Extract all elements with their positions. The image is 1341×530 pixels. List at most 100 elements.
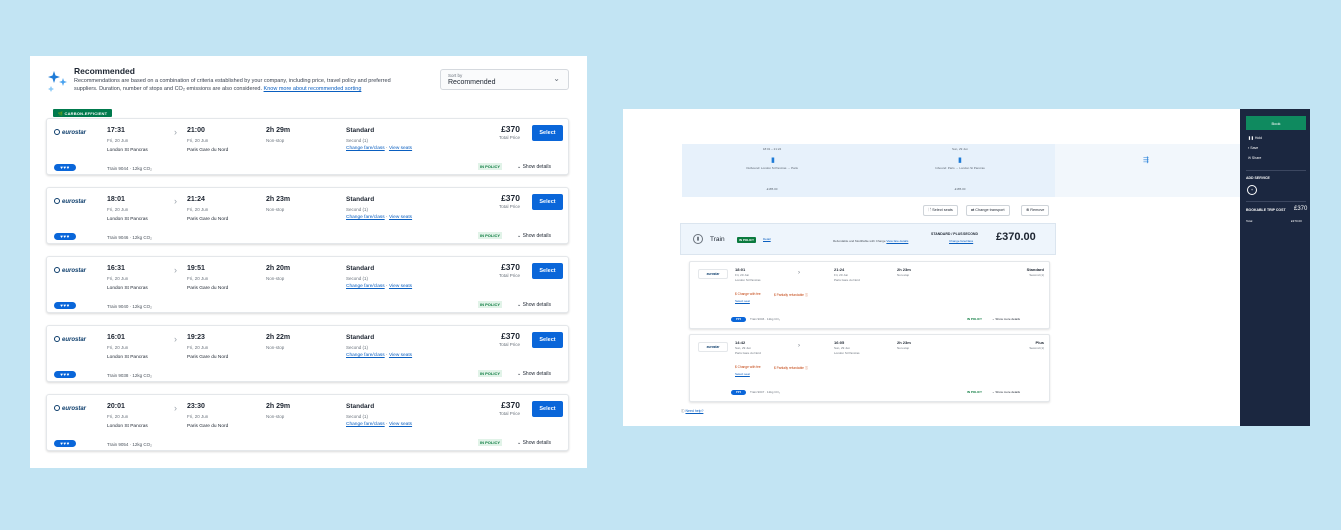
show-more-label: Show more details [995, 317, 1021, 321]
result-card[interactable]: eurostar 16:01 Fri, 20 Jun London St Pancra… [46, 325, 569, 382]
in-policy-badge: IN POLICY [967, 390, 983, 394]
fare-class: Second (1) [346, 345, 369, 350]
chevron-down-icon: ⌄ [517, 302, 522, 308]
segment-departure-date: Fri, 20 Jun [735, 273, 750, 277]
chevron-down-icon: ⌄ [553, 74, 560, 83]
view-fare-details-link[interactable]: View fare details [886, 239, 909, 243]
arrival-time: 23:30 [187, 403, 205, 410]
duration: 2h 23m [266, 196, 291, 203]
bookable-trip-cost-label: BOOKABLE TRIP COST [1246, 208, 1286, 212]
view-seats-link[interactable]: View seats [388, 353, 413, 358]
show-details-toggle[interactable]: ⌄ Show details [517, 440, 551, 446]
total-price-label: Total Price [498, 342, 520, 347]
fare-name: Standard [346, 196, 375, 203]
operator-name: eurostar [62, 199, 87, 205]
change-fare-link[interactable]: Change fare/class [346, 422, 385, 427]
show-details-toggle[interactable]: ⌄ Show details [517, 164, 551, 170]
summary-fare: STANDARD / PLUS [931, 232, 963, 236]
bookable-trip-cost-value: £370 [1294, 206, 1308, 212]
need-help-link[interactable]: Need help? [685, 409, 704, 413]
result-card[interactable]: eurostar 20:01 Fri, 20 Jun London St Pancra… [46, 394, 569, 451]
show-details-toggle[interactable]: ⌄ Show details [517, 302, 551, 308]
save-menu-item[interactable]: ▪ Save [1248, 146, 1258, 150]
segment-train-info: Train 9046 · 12kg CO₂ [750, 317, 780, 321]
show-more-details-toggle[interactable]: ⌄ Show more details [992, 390, 1021, 394]
train-info: Train 9038 · 12kg CO₂ [107, 373, 152, 378]
total-price-label: Total Price [498, 204, 520, 209]
arrival-station: Paris Gare du Nord [187, 355, 229, 360]
change-fare-link[interactable]: Change fare/class [346, 353, 385, 358]
recommended-description: Recommendations are based on a combinati… [74, 77, 444, 93]
need-help[interactable]: ⓘ Need help? [681, 409, 704, 413]
eurostar-logo: eurostar [54, 129, 86, 136]
hold-menu-item[interactable]: ❚❚ Hold [1248, 136, 1262, 140]
operator-name: eurostar [62, 130, 87, 136]
segment-class: Second (1) [1029, 346, 1044, 350]
view-seats-link[interactable]: View seats [388, 146, 413, 151]
price: £370 [501, 193, 520, 203]
result-card[interactable]: eurostar 17:31 Fri, 20 Jun London St Pancra… [46, 118, 569, 175]
link-separator: · [386, 284, 388, 289]
select-seats-button[interactable]: 🗋 Select seats [923, 205, 958, 216]
segment-arrival-time: 16:05 [834, 340, 845, 345]
show-details-label: Show details [522, 302, 551, 308]
timeline-end-area: ⇶ [1055, 144, 1240, 197]
summary-change-fare-link[interactable]: Change fare/class [949, 239, 974, 243]
train-summary: ▮ Train IN POLICY Detail STANDARD / PLUS… [680, 223, 1056, 255]
segment-stops: Non-stop [897, 273, 910, 277]
departure-time: 20:01 [107, 403, 125, 410]
show-details-toggle[interactable]: ⌄ Show details [517, 233, 551, 239]
chevron-down-icon: ⌄ [517, 164, 522, 170]
result-card[interactable]: eurostar 16:31 Fri, 20 Jun London St Pancra… [46, 256, 569, 313]
remove-button[interactable]: ⊗ Remove [1021, 205, 1050, 216]
chevron-right-icon: › [798, 343, 800, 349]
know-more-link[interactable]: Know more about recommended sorting [263, 86, 362, 92]
sort-dropdown[interactable]: Sort by Recommended ⌄ [440, 69, 569, 90]
eco-rating-icon: ♥♥♥ [731, 390, 746, 395]
total-value: £370.00 [1291, 219, 1302, 223]
add-service-icon[interactable]: + [1247, 185, 1257, 195]
summary-detail-link[interactable]: Detail [763, 237, 771, 241]
view-seats-link[interactable]: View seats [388, 284, 413, 289]
stops: Non-stop [266, 345, 285, 350]
select-button[interactable]: Select [532, 194, 563, 210]
segment-arrival-time: 21:24 [834, 267, 845, 272]
desc-line-2: suppliers. Duration, number of stops and… [74, 86, 263, 92]
select-button[interactable]: Select [532, 332, 563, 348]
share-label: Share [1251, 156, 1262, 160]
fare-links: Change fare/class · View seats [346, 422, 412, 427]
eurostar-logo: eurostar [54, 267, 86, 274]
arrival-time: 19:23 [187, 334, 205, 341]
change-fare-link[interactable]: Change fare/class [346, 146, 385, 151]
summary-price: £370.00 [996, 231, 1036, 243]
view-seats-link[interactable]: View seats [388, 422, 413, 427]
select-button[interactable]: Select [532, 401, 563, 417]
departure-date: Fri, 20 Jun [107, 414, 129, 419]
change-fare-link[interactable]: Change fare/class [346, 284, 385, 289]
change-with-fee: $ Change with fee [735, 365, 761, 369]
partially-refundable-label: Partially refundable [776, 293, 804, 297]
price: £370 [501, 400, 520, 410]
timeline-price-1: £185.00 [766, 187, 778, 191]
select-button[interactable]: Select [532, 125, 563, 141]
result-card[interactable]: eurostar 18:01 Fri, 20 Jun London St Pancra… [46, 187, 569, 244]
chevron-right-icon: › [174, 334, 177, 344]
show-details-toggle[interactable]: ⌄ Show details [517, 371, 551, 377]
change-with-fee: $ Change with fee [735, 292, 761, 296]
show-more-details-toggle[interactable]: ⌄ Show more details [992, 317, 1021, 321]
arrival-station: Paris Gare du Nord [187, 286, 229, 291]
arrival-date: Fri, 20 Jun [187, 276, 209, 281]
select-seat-link[interactable]: Select seat [735, 299, 750, 303]
change-fare-link[interactable]: Change fare/class [346, 215, 385, 220]
view-seats-link[interactable]: View seats [388, 215, 413, 220]
segment-fare: Plus [1035, 340, 1044, 345]
change-transport-button[interactable]: ⇄ Change transport [966, 205, 1010, 216]
add-service-label: ADD SERVICE [1246, 176, 1270, 180]
link-separator: · [386, 353, 388, 358]
select-seat-link[interactable]: Select seat [735, 372, 750, 376]
share-menu-item[interactable]: ✉ Share [1248, 156, 1261, 160]
book-button[interactable]: Book [1246, 116, 1306, 130]
hold-label: Hold [1254, 136, 1263, 140]
operator-name: eurostar [62, 406, 87, 412]
select-button[interactable]: Select [532, 263, 563, 279]
